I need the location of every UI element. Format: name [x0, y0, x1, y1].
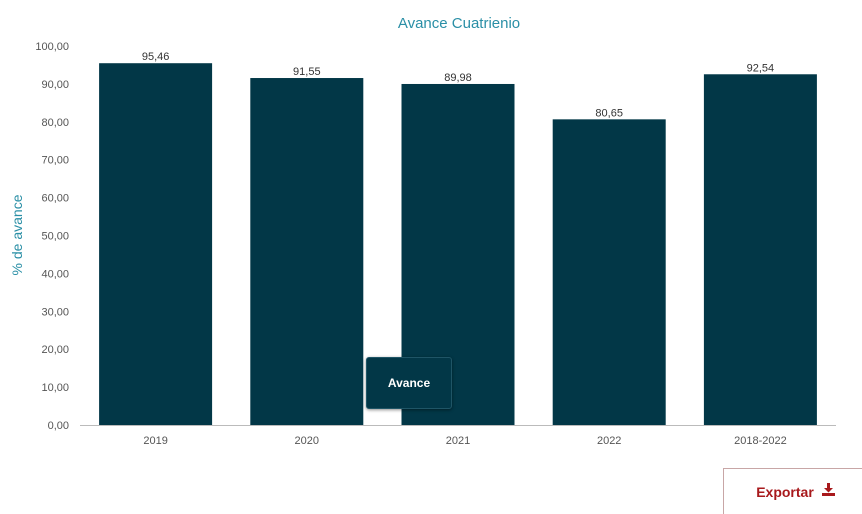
bar-2019[interactable]: [99, 63, 213, 425]
y-tick-label: 70,00: [41, 155, 69, 167]
legend-item-avance[interactable]: Avance: [366, 357, 452, 409]
y-tick-label: 0,00: [48, 420, 69, 432]
chart-title: Avance Cuatrienio: [398, 15, 520, 32]
y-tick-label: 40,00: [41, 268, 69, 280]
y-tick-label: 20,00: [41, 344, 69, 356]
export-label: Exportar: [756, 483, 814, 500]
data-label-2019: 95,46: [142, 51, 170, 63]
data-labels-group: 95,46 91,55 89,98 80,65 92,54: [142, 51, 774, 119]
data-label-2022: 80,65: [595, 107, 623, 119]
y-tick-label: 10,00: [41, 382, 69, 394]
data-label-2018-2022: 92,54: [747, 62, 775, 74]
y-tick-label: 90,00: [41, 79, 69, 91]
bar-2020[interactable]: [250, 78, 364, 425]
y-tick-label: 80,00: [41, 117, 69, 129]
bars-group: [99, 63, 817, 426]
y-tick-label: 50,00: [41, 231, 69, 243]
data-label-2021: 89,98: [444, 72, 472, 84]
data-label-2020: 91,55: [293, 66, 321, 78]
y-tick-label: 100,00: [35, 41, 69, 53]
bar-2022[interactable]: [552, 119, 666, 426]
x-tick-label-2021: 2021: [446, 435, 470, 447]
y-tick-label: 60,00: [41, 193, 69, 205]
x-tick-label-2018-2022: 2018-2022: [734, 435, 787, 447]
x-tick-label-2020: 2020: [295, 435, 319, 447]
bar-2018-2022[interactable]: [703, 74, 817, 425]
y-tick-label: 30,00: [41, 306, 69, 318]
y-axis-ticks: 0,00 10,00 20,00 30,00 40,00 50,00 60,00 70,00 8…: [35, 41, 69, 432]
legend-label: Avance: [387, 376, 431, 390]
x-tick-label-2019: 2019: [143, 435, 167, 447]
y-axis-label: % de avance: [9, 194, 25, 275]
export-button[interactable]: Exportar: [723, 468, 862, 514]
x-tick-label-2022: 2022: [597, 435, 621, 447]
x-axis-ticks: 2019 2020 2021 2022 2018-2022: [143, 435, 786, 447]
download-icon: [821, 482, 835, 501]
